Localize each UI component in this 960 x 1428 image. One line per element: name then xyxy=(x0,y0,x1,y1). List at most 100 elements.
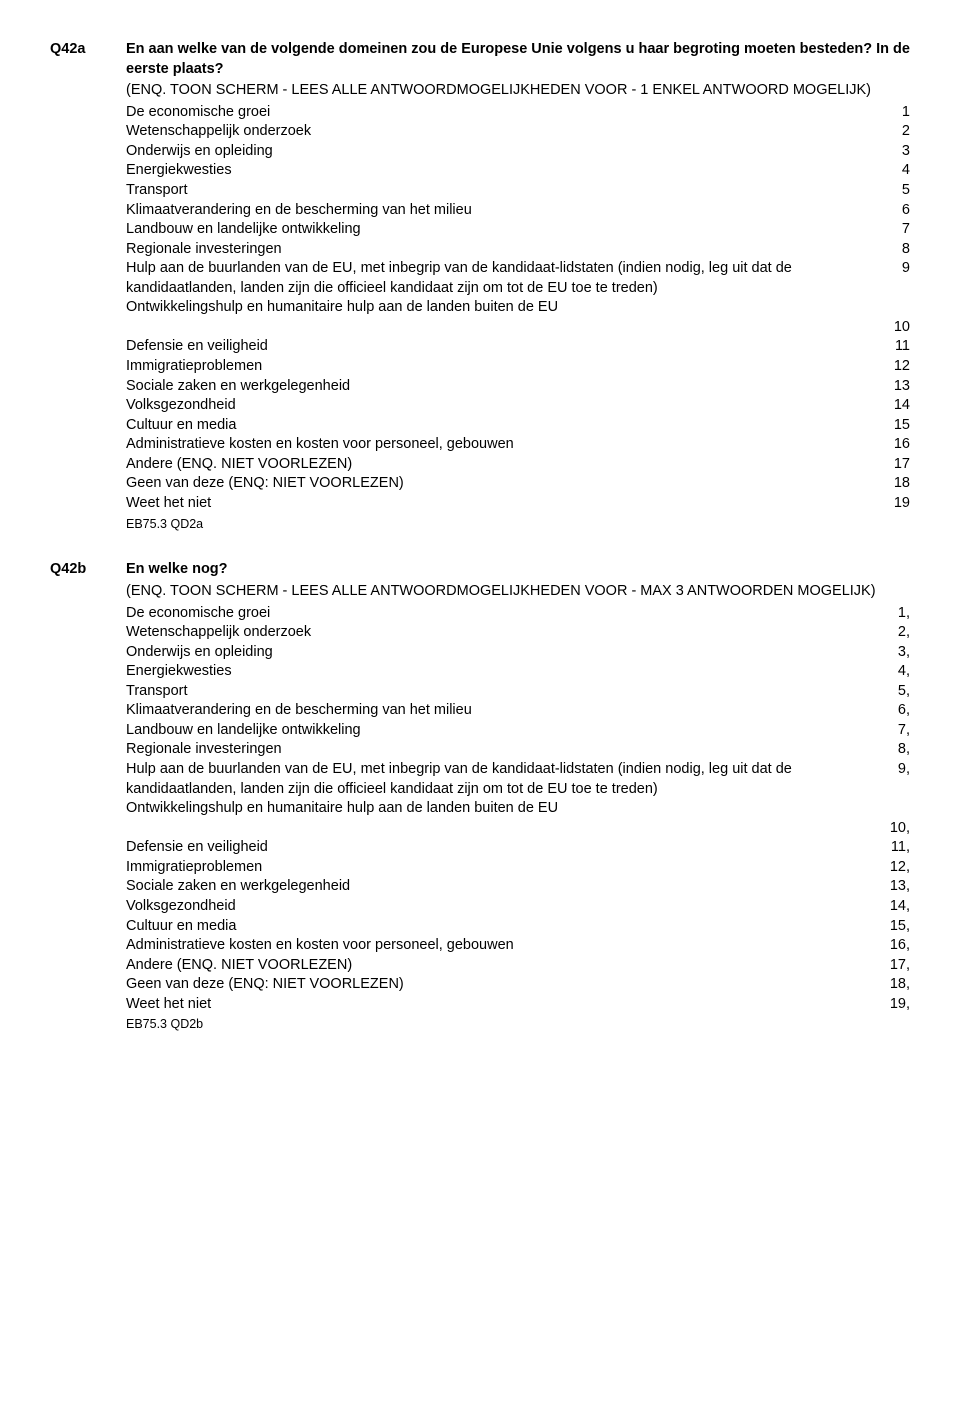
option-text: Sociale zaken en werkgelegenheid xyxy=(126,877,870,897)
option-text: Immigratieproblemen xyxy=(126,858,870,878)
option-number: 17 xyxy=(870,455,910,475)
option-number: 17, xyxy=(870,956,910,976)
option-text: Wetenschappelijk onderzoek xyxy=(126,623,870,643)
option-text: Onderwijs en opleiding xyxy=(126,142,870,162)
option-text: Andere (ENQ. NIET VOORLEZEN) xyxy=(126,956,870,976)
option-row: Weet het niet19, xyxy=(126,995,910,1015)
option-number: 19 xyxy=(870,494,910,514)
option-text: Cultuur en media xyxy=(126,416,870,436)
option-number: 8, xyxy=(870,740,910,760)
option-text: Ontwikkelingshulp en humanitaire hulp aa… xyxy=(126,799,910,819)
option-row: Landbouw en landelijke ontwikkeling7, xyxy=(126,721,910,741)
option-row: Geen van deze (ENQ: NIET VOORLEZEN)18 xyxy=(126,474,910,494)
eb-code: EB75.3 QD2a xyxy=(126,516,910,533)
option-row: Immigratieproblemen12 xyxy=(126,357,910,377)
option-row: Andere (ENQ. NIET VOORLEZEN)17 xyxy=(126,455,910,475)
option-row: Hulp aan de buurlanden van de EU, met in… xyxy=(126,259,910,298)
option-text: Volksgezondheid xyxy=(126,897,870,917)
options-list: De economische groei1,Wetenschappelijk o… xyxy=(126,604,910,1015)
option-text xyxy=(126,318,870,338)
option-row: Weet het niet19 xyxy=(126,494,910,514)
option-row: Andere (ENQ. NIET VOORLEZEN)17, xyxy=(126,956,910,976)
option-row: Regionale investeringen8, xyxy=(126,740,910,760)
option-number: 1 xyxy=(870,103,910,123)
option-row: Immigratieproblemen12, xyxy=(126,858,910,878)
options-list: De economische groei1Wetenschappelijk on… xyxy=(126,103,910,514)
option-text xyxy=(126,819,870,839)
option-row: Wetenschappelijk onderzoek2 xyxy=(126,122,910,142)
option-text: De economische groei xyxy=(126,103,870,123)
option-text: Regionale investeringen xyxy=(126,240,870,260)
option-row: Sociale zaken en werkgelegenheid13 xyxy=(126,377,910,397)
option-text: Transport xyxy=(126,181,870,201)
option-text: Weet het niet xyxy=(126,995,870,1015)
option-text: Transport xyxy=(126,682,870,702)
option-row: De economische groei1 xyxy=(126,103,910,123)
option-row: Energiekwesties4, xyxy=(126,662,910,682)
option-text: Energiekwesties xyxy=(126,161,870,181)
option-text: Defensie en veiligheid xyxy=(126,337,870,357)
option-row: Cultuur en media15, xyxy=(126,917,910,937)
question-label: Q42b xyxy=(50,560,126,1033)
option-number: 1, xyxy=(870,604,910,624)
option-text: Administratieve kosten en kosten voor pe… xyxy=(126,936,870,956)
option-number: 10 xyxy=(870,318,910,338)
option-number: 3 xyxy=(870,142,910,162)
option-text: Klimaatverandering en de bescherming van… xyxy=(126,701,870,721)
option-row: Onderwijs en opleiding3, xyxy=(126,643,910,663)
eb-code: EB75.3 QD2b xyxy=(126,1016,910,1033)
option-text: Immigratieproblemen xyxy=(126,357,870,377)
option-row: Transport5 xyxy=(126,181,910,201)
question-q42a: Q42a En aan welke van de volgende domein… xyxy=(50,40,910,532)
option-text: Ontwikkelingshulp en humanitaire hulp aa… xyxy=(126,298,910,318)
option-text: Wetenschappelijk onderzoek xyxy=(126,122,870,142)
option-number: 7 xyxy=(870,220,910,240)
option-row: Administratieve kosten en kosten voor pe… xyxy=(126,435,910,455)
option-number: 14 xyxy=(870,396,910,416)
option-text: Regionale investeringen xyxy=(126,740,870,760)
option-number: 10, xyxy=(870,819,910,839)
question-title: En aan welke van de volgende domeinen zo… xyxy=(126,40,910,79)
option-number: 14, xyxy=(870,897,910,917)
question-body: En aan welke van de volgende domeinen zo… xyxy=(126,40,910,532)
option-row: Klimaatverandering en de bescherming van… xyxy=(126,701,910,721)
option-text: Energiekwesties xyxy=(126,662,870,682)
option-number: 4, xyxy=(870,662,910,682)
option-row: Klimaatverandering en de bescherming van… xyxy=(126,201,910,221)
question-body: En welke nog? (ENQ. TOON SCHERM - LEES A… xyxy=(126,560,910,1033)
question-instruction: (ENQ. TOON SCHERM - LEES ALLE ANTWOORDMO… xyxy=(126,582,910,602)
option-number: 2 xyxy=(870,122,910,142)
option-number: 5 xyxy=(870,181,910,201)
question-q42b: Q42b En welke nog? (ENQ. TOON SCHERM - L… xyxy=(50,560,910,1033)
option-text: Hulp aan de buurlanden van de EU, met in… xyxy=(126,760,870,799)
option-number: 9 xyxy=(870,259,910,298)
option-text: Geen van deze (ENQ: NIET VOORLEZEN) xyxy=(126,474,870,494)
option-row: Wetenschappelijk onderzoek2, xyxy=(126,623,910,643)
option-number: 16, xyxy=(870,936,910,956)
option-row: 10 xyxy=(126,318,910,338)
option-number: 18, xyxy=(870,975,910,995)
option-text: Onderwijs en opleiding xyxy=(126,643,870,663)
option-row: Defensie en veiligheid11 xyxy=(126,337,910,357)
option-number: 3, xyxy=(870,643,910,663)
option-number: 18 xyxy=(870,474,910,494)
option-text: Volksgezondheid xyxy=(126,396,870,416)
option-row: Landbouw en landelijke ontwikkeling7 xyxy=(126,220,910,240)
option-row: 10, xyxy=(126,819,910,839)
option-text: Geen van deze (ENQ: NIET VOORLEZEN) xyxy=(126,975,870,995)
question-instruction: (ENQ. TOON SCHERM - LEES ALLE ANTWOORDMO… xyxy=(126,81,910,101)
option-text: Hulp aan de buurlanden van de EU, met in… xyxy=(126,259,870,298)
option-number: 7, xyxy=(870,721,910,741)
option-number: 19, xyxy=(870,995,910,1015)
option-number: 11 xyxy=(870,337,910,357)
option-row: Cultuur en media15 xyxy=(126,416,910,436)
option-number: 15, xyxy=(870,917,910,937)
option-row: Energiekwesties4 xyxy=(126,161,910,181)
question-label: Q42a xyxy=(50,40,126,532)
option-number: 8 xyxy=(870,240,910,260)
option-number: 12, xyxy=(870,858,910,878)
option-text: Klimaatverandering en de bescherming van… xyxy=(126,201,870,221)
option-text: Weet het niet xyxy=(126,494,870,514)
option-text: Defensie en veiligheid xyxy=(126,838,870,858)
option-number: 13, xyxy=(870,877,910,897)
